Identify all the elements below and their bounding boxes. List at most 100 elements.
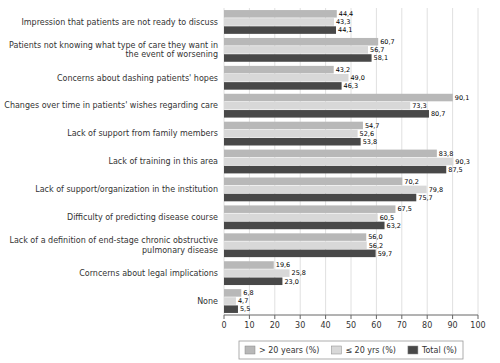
data-label: 79,8	[429, 186, 443, 194]
data-label: 44,4	[339, 10, 353, 18]
category-label-line: Lack of training in this area	[108, 157, 218, 166]
chart: None Corncerns about legal implications La…	[0, 0, 500, 363]
data-label: 75,7	[418, 194, 432, 202]
bar	[224, 233, 366, 241]
y-axis-labels: None Corncerns about legal implications La…	[4, 18, 218, 306]
bar	[224, 26, 336, 34]
category-label-line: Difficulty of predicting disease course	[67, 213, 218, 222]
bar	[224, 54, 372, 62]
data-label: 90,3	[455, 158, 469, 166]
bar	[224, 94, 453, 102]
tick-label: 30	[295, 321, 305, 330]
tick-mark	[401, 315, 402, 319]
data-label: 73,3	[412, 102, 426, 110]
category-label-line: Concerns about dashing patients' hopes	[57, 74, 218, 83]
category-label: Impression that patients are not ready t…	[21, 18, 218, 27]
x-axis-line	[224, 315, 478, 316]
bar	[224, 82, 342, 90]
tick-mark	[427, 315, 428, 319]
category-label-line: Patients not knowing what type of care t…	[9, 41, 218, 50]
data-label: 83,8	[439, 150, 453, 158]
data-label: 56,2	[369, 242, 383, 250]
category-label: Lack of support/organization in the inst…	[35, 185, 218, 194]
legend-label: Total (%)	[421, 346, 457, 355]
tick-mark	[452, 315, 453, 319]
data-label: 19,6	[276, 261, 290, 269]
bar	[224, 278, 282, 286]
data-label: 60,5	[380, 214, 394, 222]
tick-label: 80	[422, 321, 432, 330]
bar	[224, 122, 363, 130]
x-axis: 0102030405060708090100	[221, 315, 485, 330]
tick-label: 40	[321, 321, 331, 330]
legend-label: > 20 years (%)	[259, 346, 319, 355]
bar	[224, 297, 236, 305]
tick-mark	[478, 315, 479, 319]
bar	[224, 214, 378, 222]
data-label: 44,1	[338, 26, 352, 34]
tick-label: 20	[270, 321, 280, 330]
tick-label: 0	[221, 321, 226, 330]
bar	[224, 178, 402, 186]
data-label: 59,7	[378, 250, 392, 258]
tick-mark	[300, 315, 301, 319]
bar	[224, 289, 241, 297]
tick-label: 70	[397, 321, 407, 330]
bar	[224, 166, 446, 174]
category-label-line: Impression that patients are not ready t…	[21, 18, 218, 27]
bar	[224, 74, 348, 82]
data-labels: 6,819,656,067,570,283,854,790,143,260,74…	[238, 10, 470, 313]
tick-label: 60	[371, 321, 381, 330]
data-label: 25,8	[292, 269, 306, 277]
category-label-line: Changes over time in patients' wishes re…	[4, 101, 218, 110]
data-label: 43,2	[336, 66, 350, 74]
category-label-line: Lack of support from family members	[67, 129, 218, 138]
tick-mark	[224, 315, 225, 319]
category-label-line: pulmonary disease	[142, 246, 218, 255]
bar	[224, 158, 453, 166]
grid	[224, 8, 478, 315]
bar	[224, 102, 410, 110]
tick-mark	[274, 315, 275, 319]
data-label: 60,7	[380, 38, 394, 46]
grid-line	[478, 8, 479, 315]
data-label: 23,0	[284, 278, 298, 286]
category-label-line: Lack of a definition of end-stage chroni…	[9, 236, 218, 245]
bar	[224, 10, 337, 18]
data-label: 56,7	[370, 46, 384, 54]
data-label: 46,3	[344, 82, 358, 90]
bars	[224, 10, 453, 313]
bar	[224, 261, 274, 269]
data-label: 52,6	[360, 130, 374, 138]
category-label: Patients not knowing what type of care t…	[9, 41, 218, 59]
data-label: 70,2	[404, 178, 418, 186]
bar	[224, 66, 334, 74]
data-label: 63,2	[387, 222, 401, 230]
bar	[224, 130, 358, 138]
data-label: 56,0	[368, 233, 382, 241]
tick-mark	[249, 315, 250, 319]
legend-swatch	[408, 346, 418, 354]
category-label: None	[197, 297, 218, 306]
category-label: Lack of support from family members	[67, 129, 218, 138]
category-label-line: the event of worsening	[125, 50, 218, 59]
tick-label: 10	[244, 321, 254, 330]
bar	[224, 18, 334, 26]
legend-swatch	[331, 346, 341, 354]
bar	[224, 110, 429, 118]
category-label: Concerns about dashing patients' hopes	[57, 74, 218, 83]
bar	[224, 38, 378, 46]
legend-swatch	[245, 346, 255, 354]
bar	[224, 205, 395, 213]
data-label: 80,7	[431, 110, 445, 118]
data-label: 4,7	[238, 297, 248, 305]
category-label: Lack of training in this area	[108, 157, 218, 166]
category-label: Corncerns about legal implications	[79, 269, 218, 278]
bar	[224, 138, 361, 146]
category-label: Lack of a definition of end-stage chroni…	[9, 236, 218, 254]
bar	[224, 186, 427, 194]
legend: > 20 years (%)≤ 20 yrs (%)Total (%)	[239, 341, 463, 359]
tick-mark	[351, 315, 352, 319]
category-label: Changes over time in patients' wishes re…	[4, 101, 218, 110]
bar	[224, 241, 367, 249]
